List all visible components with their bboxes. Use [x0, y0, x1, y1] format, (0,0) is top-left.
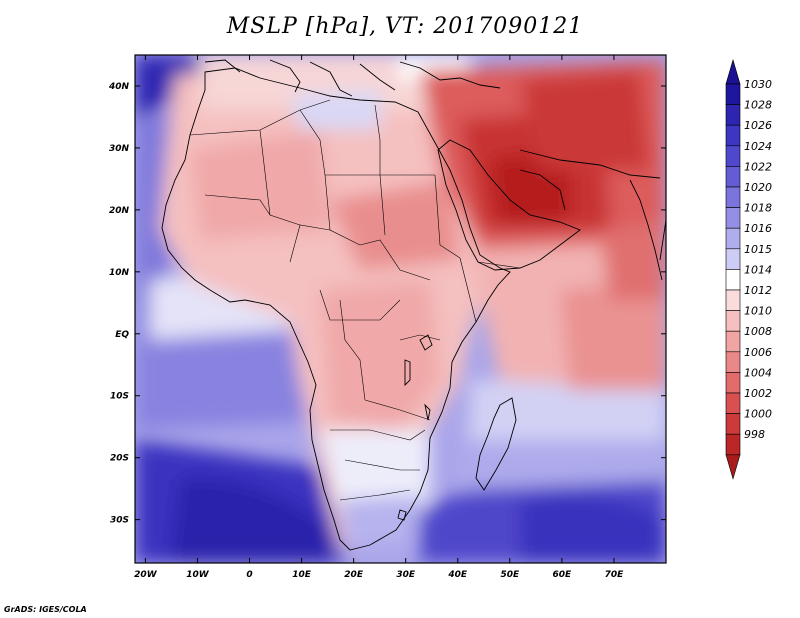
longitude-axis: 20W 10W 0 10E 20E 30E 40E 50E 60E 70E [134, 55, 624, 580]
colorbar-swatch [725, 104, 741, 126]
plot-frame [134, 54, 667, 564]
colorbar-swatch [725, 124, 741, 147]
lat-tick-label: 10N [109, 268, 130, 278]
colorbar-label: 1015 [744, 243, 772, 256]
coastlines-borders [161, 59, 666, 551]
colorbar: 1030 1028 1026 1024 1022 1020 1018 1016 1015 1014… [725, 58, 772, 480]
lon-tick-label: 50E [500, 570, 520, 580]
colorbar-label: 1012 [744, 284, 772, 297]
colorbar-label: 1020 [744, 181, 772, 194]
colorbar-label: 1022 [744, 160, 772, 173]
colorbar-swatch [725, 413, 741, 435]
lon-tick-label: 10E [292, 570, 312, 580]
africa-coastline [161, 67, 511, 551]
colorbar-swatch [725, 248, 741, 270]
colorbar-label: 1018 [744, 202, 772, 215]
colorbar-label: 1030 [744, 78, 772, 91]
colorbar-swatch [725, 330, 741, 353]
lat-tick-label: 30N [109, 144, 130, 154]
pressure-field [135, 55, 666, 563]
colorbar-swatch [725, 207, 741, 229]
colorbar-label: 1016 [744, 222, 772, 235]
lon-tick-label: 60E [553, 570, 573, 580]
colorbar-label: 1024 [744, 140, 772, 153]
lat-tick-label: 30S [110, 516, 129, 526]
colorbar-swatch [725, 186, 741, 208]
persian-gulf-coastline [519, 149, 661, 211]
colorbar-label: 1006 [744, 346, 772, 359]
colorbar-bottom-arrow [725, 454, 741, 480]
colorbar-swatch [725, 166, 741, 188]
lon-tick-label: 40E [447, 570, 468, 580]
colorbar-label: 1008 [744, 325, 772, 338]
lon-tick-label: 20E [344, 570, 364, 580]
europe-coastline [204, 59, 501, 97]
colorbar-label: 1000 [744, 408, 772, 421]
lat-tick-label: EQ [115, 330, 129, 340]
map-title: MSLP [hPa], VT: 2017090121 [226, 14, 584, 39]
colorbar-label: 1028 [744, 99, 772, 112]
lon-tick-label: 20W [134, 570, 158, 580]
colorbar-swatch [725, 433, 741, 456]
lon-tick-label: 0 [246, 570, 252, 580]
grads-credit: GrADS: IGES/COLA [4, 605, 87, 614]
lat-tick-label: 10S [110, 392, 129, 402]
colorbar-label: 1004 [744, 366, 772, 379]
arabia-coastline [437, 139, 581, 271]
latitude-axis: 40N 30N 20N 10N EQ 10S 20S 30S [108, 82, 666, 526]
colorbar-top-arrow [725, 58, 741, 85]
colorbar-swatch [725, 227, 741, 250]
country-borders [189, 99, 521, 501]
colorbar-swatch [725, 289, 741, 311]
colorbar-swatch [725, 351, 741, 373]
lat-tick-label: 40N [108, 82, 130, 92]
colorbar-label: 1014 [744, 263, 772, 276]
colorbar-swatch [725, 83, 741, 105]
colorbar-label: 1026 [744, 119, 772, 132]
lat-tick-label: 20N [109, 206, 130, 216]
lakes [397, 334, 433, 521]
colorbar-label: 998 [744, 428, 765, 441]
colorbar-swatch [725, 392, 741, 414]
madagascar-coastline [475, 397, 517, 491]
colorbar-swatch [725, 310, 741, 332]
colorbar-label: 1010 [744, 305, 772, 318]
lon-tick-label: 70E [605, 570, 625, 580]
lat-tick-label: 20S [110, 454, 129, 464]
india-coastline [629, 179, 666, 281]
lon-tick-label: 30E [396, 570, 416, 580]
colorbar-swatch [725, 145, 741, 167]
colorbar-swatch [725, 372, 741, 394]
colorbar-label: 1002 [744, 387, 772, 400]
colorbar-swatch [725, 269, 741, 291]
lon-tick-label: 10W [186, 570, 210, 580]
